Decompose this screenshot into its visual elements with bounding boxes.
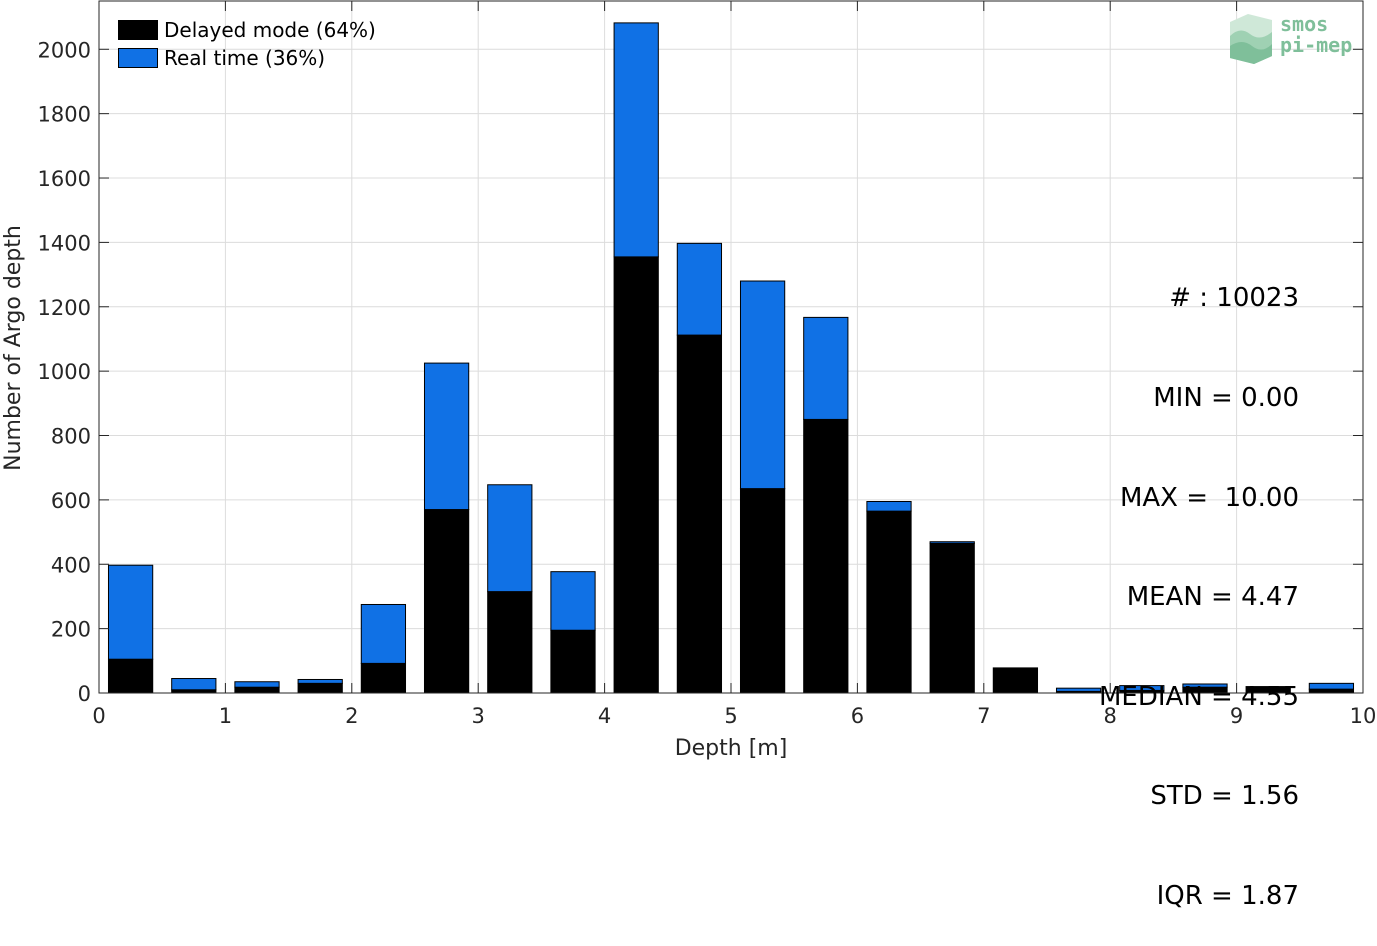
x-axis-label: Depth [m]	[675, 736, 788, 761]
bar-realtime	[550, 571, 596, 631]
x-tick-label: 8	[1104, 704, 1117, 728]
bar-delayed	[234, 686, 280, 694]
y-tick-label: 400	[51, 553, 91, 577]
legend-swatch-realtime	[118, 48, 158, 68]
bar-realtime	[171, 678, 217, 691]
bar-delayed	[487, 591, 533, 694]
y-tick-label: 1400	[38, 231, 91, 255]
logo-text: smos pi-mep	[1280, 14, 1352, 56]
bar-delayed	[360, 662, 407, 694]
x-tick-label: 10	[1350, 704, 1377, 728]
bar-delayed	[550, 629, 596, 694]
bar-delayed	[929, 542, 975, 694]
legend-item-delayed: Delayed mode (64%)	[118, 16, 376, 44]
bar-delayed	[866, 510, 912, 694]
x-tick-label: 3	[472, 704, 485, 728]
stat-std: STD = 1.56	[1150, 781, 1299, 812]
bar-delayed	[613, 256, 659, 694]
bar-delayed	[676, 334, 723, 694]
bar-delayed	[803, 418, 849, 694]
stat-min: MIN = 0.00	[1153, 383, 1299, 414]
x-tick-label: 4	[598, 704, 611, 728]
bar-delayed	[992, 667, 1039, 694]
bar-realtime	[803, 316, 849, 420]
stat-mean: MEAN = 4.47	[1126, 582, 1299, 613]
bar-realtime	[1308, 682, 1355, 690]
bar-realtime	[107, 564, 154, 660]
bar-delayed	[107, 658, 154, 694]
histogram-chart: 0 1 2 3 4 5 6 7 8 9 10 0 200 400 600 800 1000 1200 1400 160…	[1, 0, 1377, 761]
y-tick-label: 800	[51, 425, 91, 449]
bar-realtime	[613, 22, 659, 258]
y-tick-label: 1600	[38, 167, 91, 191]
bar-realtime	[1182, 683, 1228, 688]
x-tick-label: 1	[219, 704, 232, 728]
y-tick-label: 1200	[38, 296, 91, 320]
logo-mark-icon	[1230, 14, 1272, 65]
x-tick-label: 6	[851, 704, 864, 728]
statistics-box: # : 10023 MIN = 0.00 MAX = 10.00 MEAN = …	[1099, 216, 1299, 946]
stat-max: MAX = 10.00	[1119, 482, 1299, 513]
y-tick-label: 600	[51, 489, 91, 513]
bar-realtime	[676, 242, 723, 336]
y-tick-label: 1800	[38, 103, 91, 127]
legend-label-delayed: Delayed mode (64%)	[164, 18, 376, 42]
bar-realtime	[866, 500, 912, 512]
y-tick-label: 200	[51, 618, 91, 642]
bar-delayed	[423, 509, 470, 694]
bars	[107, 22, 1355, 694]
bar-delayed	[739, 488, 786, 694]
legend-swatch-delayed	[118, 20, 158, 40]
axes: 0 1 2 3 4 5 6 7 8 9 10 0 200 400 600 800 1000 1200 1400 160…	[38, 0, 1377, 728]
y-tick-label: 0	[78, 682, 91, 706]
grid-lines	[99, 1, 1363, 693]
bar-realtime	[423, 362, 470, 511]
bar-realtime	[297, 678, 343, 684]
x-tick-label: 9	[1230, 704, 1243, 728]
bar-delayed	[297, 682, 343, 694]
bar-realtime	[739, 280, 786, 490]
x-tick-label: 7	[977, 704, 990, 728]
y-axis-label: Number of Argo depth	[1, 225, 26, 471]
legend-item-realtime: Real time (36%)	[118, 44, 376, 72]
bar-realtime	[1119, 685, 1165, 691]
bar-realtime	[1055, 687, 1102, 692]
bar-realtime	[487, 484, 533, 593]
x-tick-label: 2	[345, 704, 358, 728]
bar-realtime	[929, 541, 975, 544]
legend-label-realtime: Real time (36%)	[164, 46, 326, 70]
stat-count: # : 10023	[1169, 283, 1299, 314]
y-tick-label: 2000	[38, 38, 91, 62]
bar-realtime	[234, 681, 280, 688]
logo-line-1: smos	[1280, 12, 1329, 36]
legend: Delayed mode (64%) Real time (36%)	[118, 16, 376, 72]
stat-iqr: IQR = 1.87	[1156, 881, 1299, 912]
stat-median: MEDIAN = 4.55	[1099, 681, 1299, 712]
y-tick-label: 1000	[38, 360, 91, 384]
bar-delayed	[1308, 688, 1355, 694]
smos-pimep-logo: smos pi-mep	[1226, 12, 1360, 66]
x-tick-label: 0	[92, 704, 105, 728]
x-tick-label: 5	[724, 704, 737, 728]
logo-line-2: pi-mep	[1280, 33, 1353, 57]
bar-realtime	[360, 603, 407, 664]
